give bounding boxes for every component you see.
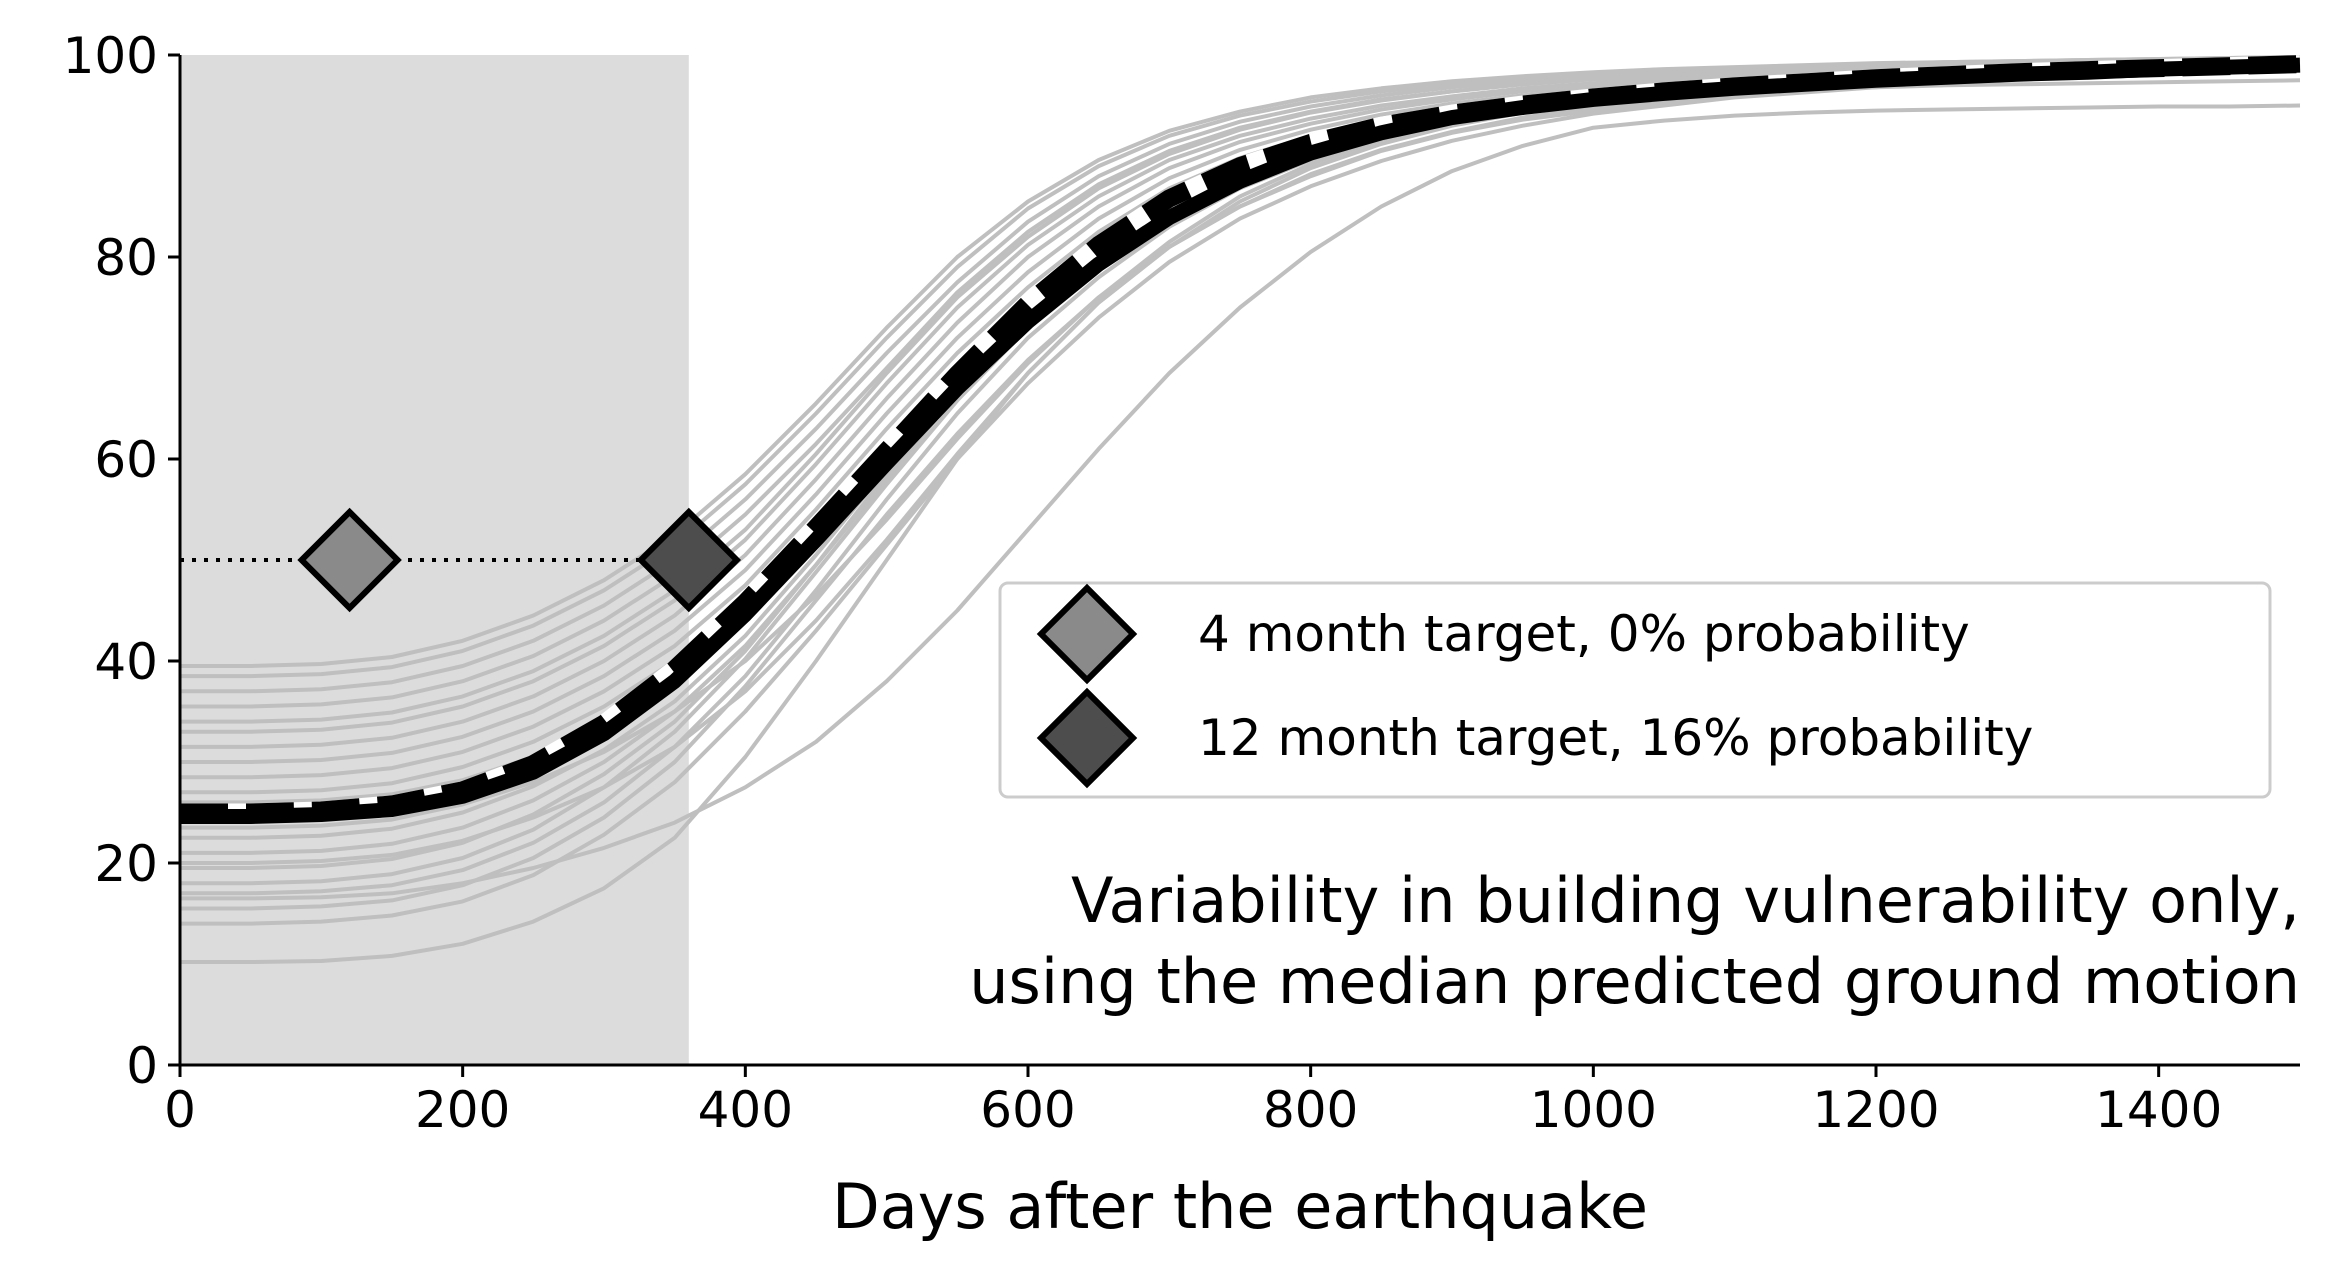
legend-box [998,581,2272,799]
marker-4-month-target [297,507,402,613]
y-tick-label-100: 100 [63,27,158,85]
ticks: 0 200 400 600 800 1000 1200 1400 0 20 40 60 80 100 [63,27,2223,1139]
y-tick-label-80: 80 [94,229,158,287]
y-tick-label-0: 0 [126,1037,158,1095]
legend-label-4-month: 4 month target, 0% probability [1198,605,1970,663]
x-axis-title: Days after the earthquake [832,1170,1648,1243]
legend-marker-12-month [1036,687,1138,789]
x-tick-label-1200: 1200 [1812,1081,1939,1139]
realization-line-23 [180,57,2301,724]
median-line [180,57,2301,824]
plot-area [180,55,2301,1065]
y-tick-label-20: 20 [94,835,158,893]
x-tick-label-400: 400 [698,1081,793,1139]
x-tick-label-800: 800 [1263,1081,1358,1139]
x-tick-label-600: 600 [980,1081,1075,1139]
x-tick-label-200: 200 [415,1081,510,1139]
x-tick-label-0: 0 [164,1081,196,1139]
axes [178,55,2300,1067]
legend: 4 month target, 0% probability 12 month … [998,581,2272,799]
annotation-line-1: Variability in building vulnerability on… [1071,864,2300,937]
realization-line-18 [180,55,2301,668]
x-tick-label-1000: 1000 [1530,1081,1657,1139]
x-tick-label-1400: 1400 [2095,1081,2222,1139]
annotation-line-2: using the median predicted ground motion [969,945,2300,1018]
legend-label-12-month: 12 month target, 16% probability [1198,709,2033,767]
realization-line-19 [180,103,2301,901]
y-tick-label-40: 40 [94,633,158,691]
marker-12-month-target [636,507,742,613]
annotation-text: Variability in building vulnerability on… [969,864,2300,1018]
y-tick-label-60: 60 [94,431,158,489]
realization-line-20 [180,78,2301,830]
legend-marker-4-month [1036,583,1138,685]
